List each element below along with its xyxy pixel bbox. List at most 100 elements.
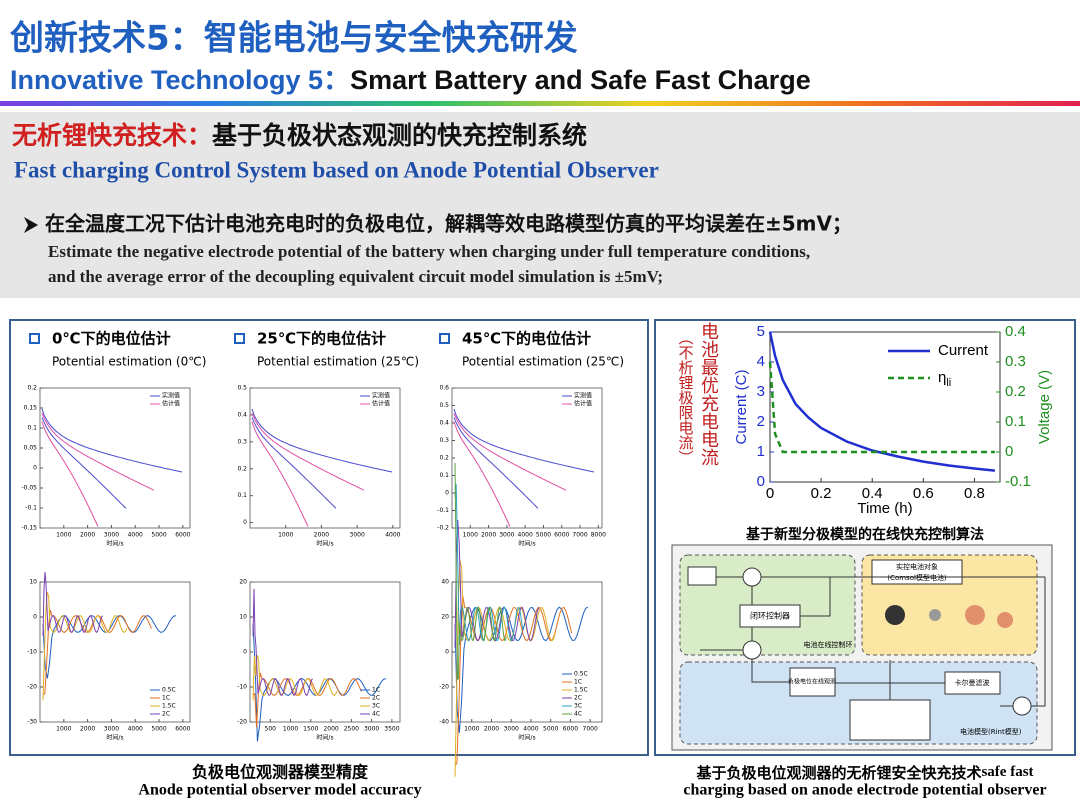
plot-area <box>769 331 1001 483</box>
y-tick-label: 0.3 <box>439 437 449 444</box>
header-square <box>439 333 450 344</box>
y-tick-label: 0.2 <box>237 465 247 472</box>
y-tick-label: 0.05 <box>24 445 38 452</box>
y-tick-label: 0.5 <box>439 402 449 409</box>
y-tick-label: 0 <box>243 519 247 526</box>
y-tick-label: 0.4 <box>439 420 449 427</box>
column-title-cn: 0℃下的电位估计 <box>52 330 171 348</box>
x-tick-label: 1000 <box>56 532 71 539</box>
mini-curve <box>454 462 507 680</box>
column-title-en: Potential estimation (0℃) <box>52 355 206 369</box>
left-caption-cn: 负极电位观测器模型精度 <box>192 763 369 782</box>
legend-label: 1.5C <box>162 703 176 710</box>
mini-curve <box>454 484 524 646</box>
caption-cn: 基于负极电位观测器的无析锂安全快充技术 <box>695 764 981 782</box>
mini-plot <box>249 387 401 529</box>
legend-sub: li <box>946 377 951 389</box>
header-square <box>234 333 245 344</box>
y-tick-label: -0.2 <box>437 525 449 532</box>
mini-plot <box>39 387 191 529</box>
legend-label: 4C <box>574 711 582 718</box>
title-en: Innovative Technology 5：Smart Battery an… <box>10 65 811 95</box>
x-tick-label: 1000 <box>464 726 479 733</box>
x-tick-label: 2000 <box>484 726 499 733</box>
x-tick-label: 2000 <box>314 532 329 539</box>
section-rest: 基于负极状态观测的快充控制系统 <box>212 121 587 150</box>
mini-plot <box>39 581 191 723</box>
x-tick-label: 4000 <box>385 532 400 539</box>
x-tick-label: 2000 <box>481 532 496 539</box>
legend-label: ηli <box>938 369 951 389</box>
x-axis-label: 时间/s <box>106 734 123 742</box>
x-tick-label: 5000 <box>151 726 166 733</box>
legend-label: 估计值 <box>574 400 592 408</box>
bullet-arrow <box>24 217 38 233</box>
y-tick-label: 5 <box>757 323 765 340</box>
legend-label: 实测值 <box>162 392 180 400</box>
legend-label: 1C <box>162 695 170 702</box>
x-tick-label: 1000 <box>463 532 478 539</box>
bullet-cn: 在全温度工况下估计电池充电时的负极电位，解耦等效电路模型仿真的平均误差在±5mV… <box>45 212 852 236</box>
x-tick-label: 3000 <box>499 532 514 539</box>
x-tick-label: 5000 <box>151 532 166 539</box>
mini-curve <box>41 421 99 527</box>
legend-label: 1C <box>372 687 380 694</box>
column-title-cn: 45℃下的电位估计 <box>462 330 591 348</box>
y-tick-label: -10 <box>237 684 247 691</box>
mini-curve <box>251 417 337 509</box>
diagram-label: 电池在线控制环 <box>804 640 853 649</box>
series-line <box>768 361 995 454</box>
y-tick-label: -40 <box>439 719 449 726</box>
mini-curve <box>42 571 103 636</box>
rint-block <box>849 699 931 741</box>
x-tick-label: 6000 <box>175 726 190 733</box>
y-tick-label: 0.1 <box>27 425 37 432</box>
diagram-label: 卡尔曼滤波 <box>955 678 990 687</box>
mini-curve <box>454 519 540 648</box>
right-caption-en: charging based on anode electrode potent… <box>683 782 1046 799</box>
y-tick-label: 0.2 <box>439 455 449 462</box>
y-tick-label: -20 <box>27 684 37 691</box>
x-tick-label: 4000 <box>518 532 533 539</box>
x-tick-label: 5000 <box>536 532 551 539</box>
diagram-label: 电池模型(Rint模型) <box>960 727 1022 736</box>
legend-label: 估计值 <box>372 400 390 408</box>
bullet-en: and the average error of the decoupling … <box>48 267 663 286</box>
y-tick-label: 0 <box>445 649 449 656</box>
y-tick-label: 0.4 <box>237 411 247 418</box>
y-tick-label: -20 <box>237 719 247 726</box>
x-tick-label: 1000 <box>283 726 298 733</box>
column-title-en: Potential estimation (25℃) <box>462 355 624 369</box>
y-tick-label: 0 <box>33 465 37 472</box>
y-axis-label: Current (C) <box>733 369 750 444</box>
series-line <box>768 331 996 472</box>
legend-label: 3C <box>372 703 380 710</box>
x-tick-label: 3000 <box>504 726 519 733</box>
x-tick-label: 7000 <box>572 532 587 539</box>
mini-curve <box>251 421 309 527</box>
rainbow-rule <box>0 101 1080 106</box>
column-title-cn: 25℃下的电位估计 <box>257 330 386 348</box>
x-axis-label: 时间/s <box>316 734 333 742</box>
y2-axis-label: Voltage (V) <box>1036 370 1053 444</box>
legend-label: 2C <box>574 695 582 702</box>
x-tick-label: 1000 <box>56 726 71 733</box>
mini-curve <box>453 408 595 473</box>
legend-label: 3C <box>574 703 582 710</box>
mini-plot <box>249 581 401 723</box>
x-tick-label: 3000 <box>350 532 365 539</box>
mini-curve <box>41 408 183 473</box>
x-tick-label: 1500 <box>303 726 318 733</box>
x-tick-label: 2500 <box>344 726 359 733</box>
legend-label: 2C <box>162 711 170 718</box>
x-tick-label: 6000 <box>563 726 578 733</box>
y2-tick-label: 0.1 <box>1005 413 1026 430</box>
diagram-label: (Comsol模型电池) <box>887 573 947 582</box>
mini-curve <box>41 417 127 509</box>
y-tick-label: 0.5 <box>237 385 247 392</box>
y-tick-label: -0.1 <box>437 507 449 514</box>
y2-tick-label: 0.2 <box>1005 383 1026 400</box>
section-lead: 无析锂快充技术： <box>12 121 212 150</box>
y-tick-label: 10 <box>29 579 37 586</box>
